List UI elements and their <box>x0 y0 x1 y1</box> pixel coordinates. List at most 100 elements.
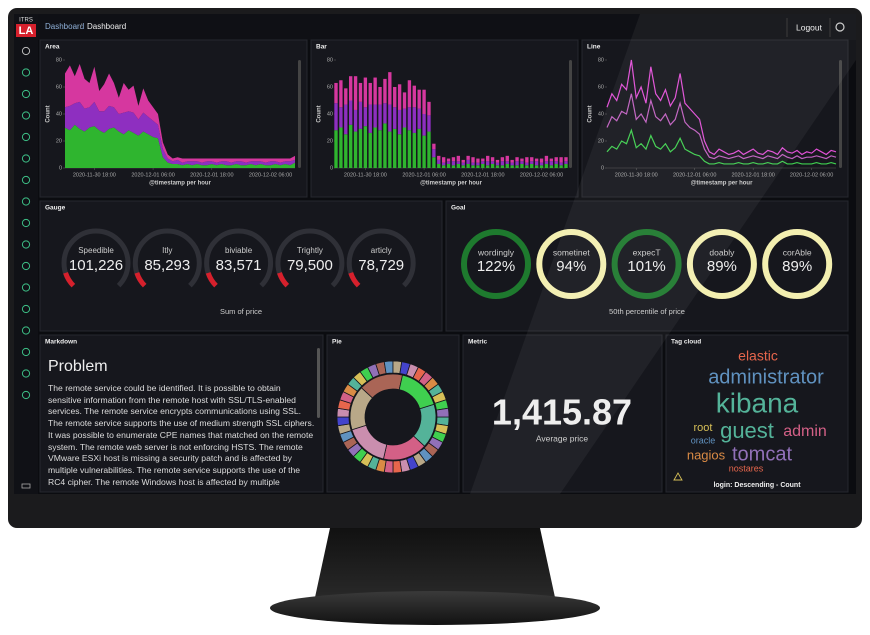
goal-label: wordingly <box>477 247 515 257</box>
scrollbar <box>317 348 320 418</box>
panel <box>39 200 443 332</box>
nav-icon[interactable] <box>21 132 31 142</box>
bar <box>466 163 470 168</box>
bar <box>510 165 514 168</box>
area <box>65 101 295 166</box>
bar <box>471 162 475 166</box>
bar <box>495 162 500 166</box>
bar <box>490 161 495 164</box>
bar <box>471 157 475 163</box>
warning-icon <box>673 472 683 481</box>
nav-icon[interactable] <box>21 89 31 99</box>
help-icon[interactable] <box>835 22 845 32</box>
logout-button[interactable]: Logout <box>796 22 823 32</box>
nav-icon[interactable] <box>21 326 31 335</box>
bar <box>334 130 338 168</box>
gauge-track <box>275 228 345 288</box>
nav-icon[interactable] <box>21 175 31 185</box>
bar <box>456 161 461 164</box>
gauge-label: articly <box>371 246 392 255</box>
tag-word: guest <box>720 418 774 443</box>
goal-footer: 50th percentile of price <box>609 307 685 316</box>
goal-label: sometinet <box>553 247 590 257</box>
bar <box>456 155 461 162</box>
bar <box>437 159 441 164</box>
nav-icon[interactable] <box>21 369 31 378</box>
breadcrumb-link[interactable]: Dashboard <box>45 22 84 31</box>
panel <box>665 334 849 493</box>
bar <box>505 163 509 168</box>
bar <box>520 161 524 164</box>
nav-icon[interactable] <box>21 304 31 314</box>
y-tick-label: 60 <box>327 84 333 90</box>
nav-icon[interactable] <box>21 390 31 400</box>
nav-icon[interactable] <box>21 197 31 206</box>
panel-title: Markdown <box>45 339 77 346</box>
markdown-heading: Problem <box>48 358 108 375</box>
bar <box>481 163 485 168</box>
bar <box>446 161 451 164</box>
tag-footer: login: Descending - Count <box>713 482 801 489</box>
bar <box>515 161 519 166</box>
bar <box>432 149 436 158</box>
bar <box>368 104 372 133</box>
nav-icon[interactable] <box>21 347 31 357</box>
goal-ring <box>762 229 833 299</box>
bar <box>476 162 480 166</box>
bar <box>412 132 416 168</box>
bar <box>490 163 495 168</box>
bar <box>412 107 416 133</box>
y-axis-label: Count <box>46 105 52 122</box>
x-tick-label: 2020-11-30 18:00 <box>73 172 116 178</box>
gauge-fill <box>63 271 76 288</box>
panel-title: Goal <box>451 205 466 212</box>
glare <box>470 14 856 494</box>
bar <box>559 165 563 168</box>
area <box>65 124 295 168</box>
y-tick-label: 20 <box>56 138 62 144</box>
bar <box>339 107 343 128</box>
bar <box>407 80 412 108</box>
y-tick-label: 60 <box>56 84 62 90</box>
bar <box>432 157 436 168</box>
markdown-text: The remote service could be identified. … <box>48 383 315 489</box>
goal-value: 89% <box>782 258 812 275</box>
bar <box>422 89 426 114</box>
gauge-label: biviable <box>225 246 253 255</box>
bar <box>402 127 407 168</box>
gauge-label: Speedible <box>78 246 114 255</box>
y-tick-label: 0 <box>59 165 62 171</box>
pie-slice <box>336 416 350 427</box>
scrollbar <box>569 60 572 168</box>
nav-icon[interactable] <box>21 46 31 56</box>
nav-icon[interactable] <box>21 283 31 292</box>
bar <box>476 158 480 163</box>
bar <box>378 87 382 105</box>
bar <box>461 165 465 168</box>
tag-word: oracle <box>691 435 716 445</box>
goal-value: 101% <box>627 258 665 275</box>
bar <box>490 157 495 162</box>
bar <box>412 85 416 108</box>
x-tick-label: 2020-12-02 06:00 <box>520 172 563 178</box>
tag-word: kibana <box>716 387 799 418</box>
bar <box>422 114 426 136</box>
nav-icon[interactable] <box>21 218 31 228</box>
nav-icon[interactable] <box>21 240 31 249</box>
bar <box>549 158 553 162</box>
bar <box>393 128 397 168</box>
bar <box>407 130 412 168</box>
bar <box>378 104 382 131</box>
bar <box>505 155 509 162</box>
nav-icon[interactable] <box>21 68 31 77</box>
y-axis-label: Count <box>317 105 323 122</box>
y-tick-label: 80 <box>598 57 604 63</box>
bar <box>466 155 470 160</box>
nav-icon[interactable] <box>21 261 31 271</box>
bar <box>534 165 539 168</box>
nav-icon[interactable] <box>21 111 31 120</box>
nav-icon[interactable] <box>21 154 31 163</box>
bar <box>388 72 392 105</box>
bar <box>559 157 563 163</box>
